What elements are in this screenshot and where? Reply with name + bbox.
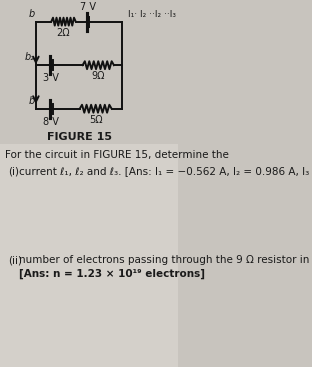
Text: 8 V: 8 V: [43, 117, 59, 127]
Text: FIGURE 15: FIGURE 15: [47, 132, 112, 142]
Text: 5Ω: 5Ω: [89, 115, 103, 125]
Text: (ii): (ii): [8, 255, 22, 265]
Text: b: b: [28, 96, 35, 106]
Text: current ℓ₁, ℓ₂ and ℓ₃. [Ans: I₁ = −0.562 A, I₂ = 0.986 A, I₃ = 0.425 A]: current ℓ₁, ℓ₂ and ℓ₃. [Ans: I₁ = −0.562…: [19, 166, 312, 176]
Text: I₁· I₂ ··I₂ ··I₃: I₁· I₂ ··I₂ ··I₃: [128, 10, 176, 19]
Text: (i): (i): [8, 166, 19, 176]
Text: [Ans: n = 1.23 × 10¹⁹ electrons]: [Ans: n = 1.23 × 10¹⁹ electrons]: [19, 269, 205, 279]
Text: For the circuit in FIGURE 15, determine the: For the circuit in FIGURE 15, determine …: [5, 150, 228, 160]
Text: b₂: b₂: [25, 52, 35, 62]
Text: 7 V: 7 V: [80, 2, 96, 12]
Text: number of electrons passing through the 9 Ω resistor in 2 s.: number of electrons passing through the …: [19, 255, 312, 265]
Text: 2Ω: 2Ω: [57, 28, 70, 37]
Text: b: b: [28, 9, 35, 19]
FancyBboxPatch shape: [0, 144, 178, 367]
Text: 3 V: 3 V: [43, 73, 59, 83]
Text: 9Ω: 9Ω: [91, 71, 105, 81]
